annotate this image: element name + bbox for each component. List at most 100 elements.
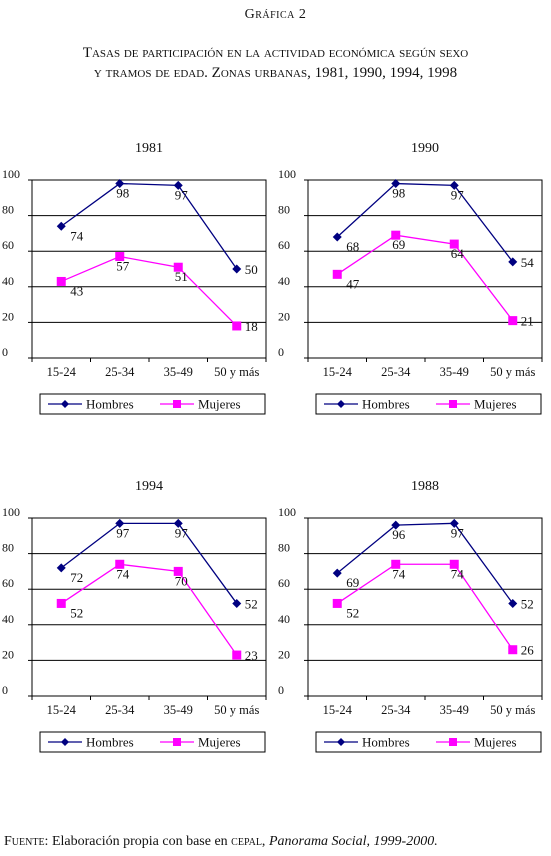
legend-marker-hombres bbox=[337, 738, 345, 746]
data-point-mujeres bbox=[391, 230, 401, 240]
data-label-mujeres: 69 bbox=[392, 237, 405, 252]
x-tick-label: 25-34 bbox=[381, 365, 411, 379]
series-line-hombres bbox=[60, 522, 238, 604]
data-point-mujeres bbox=[232, 321, 242, 331]
y-tick-label: 100 bbox=[2, 505, 20, 519]
data-point-hombres bbox=[115, 518, 125, 528]
chart-svg: 1988 0 20 40 60 80 100 15-24 25-34 35-49 50 y más 6… bbox=[278, 479, 543, 753]
data-label-hombres: 97 bbox=[116, 525, 130, 540]
x-tick-label: 50 y más bbox=[214, 365, 259, 379]
x-tick-label: 15-24 bbox=[323, 703, 353, 717]
source-publication: Panorama Social, 1999-2000. bbox=[268, 834, 438, 849]
legend-box bbox=[315, 731, 542, 753]
chart-panel-1994: 1994 0 20 40 60 80 100 15-24 25-34 35-49 50 y más 7… bbox=[0, 476, 270, 766]
x-tick-label: 15-24 bbox=[323, 365, 353, 379]
legend-label-mujeres: Mujeres bbox=[198, 735, 241, 750]
x-tick-label: 50 y más bbox=[490, 365, 535, 379]
data-point-mujeres bbox=[173, 262, 183, 272]
data-point-hombres bbox=[332, 232, 342, 242]
data-point-mujeres bbox=[508, 645, 518, 655]
y-tick-label: 0 bbox=[278, 683, 284, 697]
series-line-hombres bbox=[336, 182, 514, 263]
data-point-mujeres bbox=[115, 559, 125, 569]
data-point-hombres bbox=[115, 179, 125, 189]
data-label-hombres: 98 bbox=[116, 186, 129, 201]
data-point-hombres bbox=[332, 568, 342, 578]
chart-svg: 1981 0 20 40 60 80 100 15-24 25-34 35-49 50 y más 7… bbox=[2, 141, 267, 415]
x-tick-label: 35-49 bbox=[164, 703, 193, 717]
series-line-mujeres bbox=[336, 563, 514, 651]
data-label-hombres: 97 bbox=[175, 525, 189, 540]
legend-box bbox=[39, 731, 266, 753]
chart-svg: 1990 0 20 40 60 80 100 15-24 25-34 35-49 50 y más 6… bbox=[278, 141, 543, 415]
chart-title: 1988 bbox=[411, 479, 439, 494]
data-label-mujeres: 64 bbox=[451, 246, 465, 261]
y-tick-label: 0 bbox=[2, 683, 8, 697]
series-line-hombres bbox=[336, 522, 514, 604]
y-tick-label: 40 bbox=[278, 274, 290, 288]
legend-marker-hombres bbox=[61, 400, 69, 408]
plot-area bbox=[31, 179, 267, 359]
data-point-hombres bbox=[56, 221, 66, 231]
data-label-mujeres: 23 bbox=[245, 648, 258, 663]
data-point-mujeres bbox=[56, 276, 66, 286]
y-tick-label: 80 bbox=[278, 203, 290, 217]
data-point-mujeres bbox=[232, 650, 242, 660]
data-label-mujeres: 21 bbox=[521, 314, 534, 329]
y-tick-label: 60 bbox=[278, 576, 290, 590]
legend-label-hombres: Hombres bbox=[86, 397, 134, 412]
data-point-hombres bbox=[391, 179, 401, 189]
data-label-mujeres: 43 bbox=[70, 283, 83, 298]
data-point-hombres bbox=[508, 598, 518, 608]
x-tick-label: 25-34 bbox=[105, 365, 135, 379]
chart-title: 1994 bbox=[135, 479, 163, 494]
y-tick-label: 80 bbox=[2, 203, 14, 217]
y-tick-label: 20 bbox=[2, 309, 14, 323]
legend-label-mujeres: Mujeres bbox=[474, 397, 517, 412]
data-label-mujeres: 26 bbox=[521, 643, 535, 658]
data-point-mujeres bbox=[391, 559, 401, 569]
legend-marker-mujeres bbox=[449, 738, 457, 746]
x-tick-label: 50 y más bbox=[214, 703, 259, 717]
x-tick-label: 15-24 bbox=[47, 703, 77, 717]
plot-area bbox=[307, 179, 543, 359]
data-label-mujeres: 74 bbox=[451, 566, 465, 581]
plot-area bbox=[31, 517, 267, 697]
y-tick-label: 20 bbox=[2, 647, 14, 661]
data-point-hombres bbox=[232, 598, 242, 608]
legend-box bbox=[315, 393, 542, 415]
legend-marker-mujeres bbox=[173, 738, 181, 746]
source-note: Fuente: Elaboración propia con base en c… bbox=[4, 834, 438, 850]
legend-label-hombres: Hombres bbox=[86, 735, 134, 750]
legend-marker-mujeres bbox=[173, 400, 181, 408]
figure-label: Gráfica 2 bbox=[244, 7, 307, 22]
figure-title-line-2: y tramos de edad. Zonas urbanas, 1981, 1… bbox=[93, 65, 458, 81]
data-label-mujeres: 18 bbox=[245, 319, 258, 334]
x-tick-label: 50 y más bbox=[490, 703, 535, 717]
data-label-hombres: 74 bbox=[70, 228, 84, 243]
legend-label-hombres: Hombres bbox=[362, 397, 410, 412]
legend-label-mujeres: Mujeres bbox=[198, 397, 241, 412]
data-label-hombres: 68 bbox=[346, 239, 359, 254]
source-org: cepal, bbox=[231, 834, 266, 849]
series-line-mujeres bbox=[60, 255, 238, 327]
y-tick-label: 60 bbox=[2, 576, 14, 590]
legend-marker-hombres bbox=[337, 400, 345, 408]
y-tick-label: 0 bbox=[278, 345, 284, 359]
data-label-mujeres: 74 bbox=[392, 566, 406, 581]
data-label-hombres: 52 bbox=[245, 596, 258, 611]
data-point-mujeres bbox=[449, 239, 459, 249]
source-text: Elaboración propia con base en bbox=[51, 834, 228, 849]
legend-marker-mujeres bbox=[449, 400, 457, 408]
x-tick-label: 25-34 bbox=[381, 703, 411, 717]
chart-panel-1981: 1981 0 20 40 60 80 100 15-24 25-34 35-49 50 y más 7… bbox=[0, 138, 270, 428]
y-tick-label: 60 bbox=[278, 238, 290, 252]
data-point-mujeres bbox=[56, 598, 66, 608]
data-label-mujeres: 52 bbox=[346, 605, 359, 620]
data-point-mujeres bbox=[508, 316, 518, 326]
data-point-hombres bbox=[449, 180, 459, 190]
series-line-mujeres bbox=[336, 234, 514, 322]
y-tick-label: 40 bbox=[2, 612, 14, 626]
chart-panel-1990: 1990 0 20 40 60 80 100 15-24 25-34 35-49 50 y más 6… bbox=[276, 138, 546, 428]
y-tick-label: 20 bbox=[278, 647, 290, 661]
